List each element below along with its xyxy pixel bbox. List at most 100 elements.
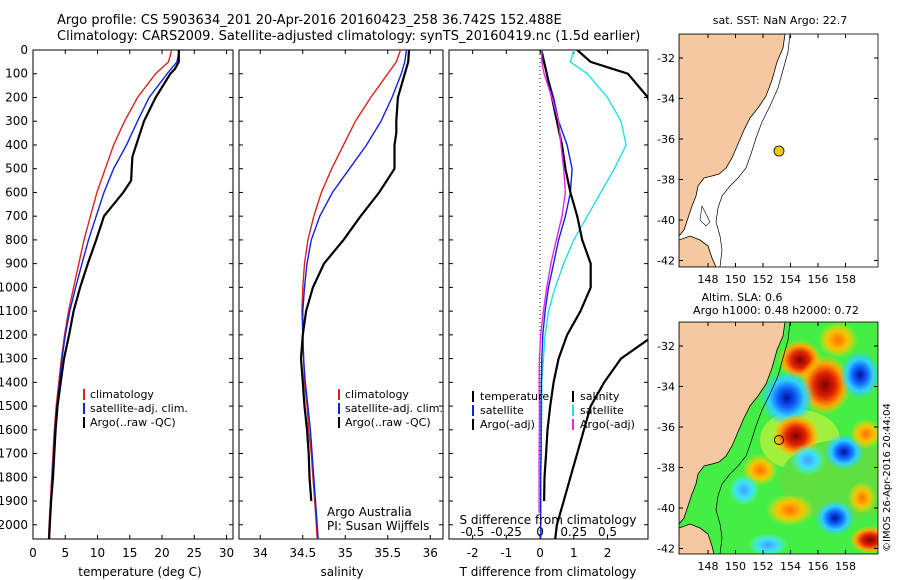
y-tick-label: 0 [20, 43, 28, 57]
y-tick-label: 1900 [0, 494, 28, 508]
s-difference-axis-label: S difference from climatology [460, 513, 637, 527]
x-tick-label: 0 [29, 546, 37, 560]
t-difference-axis-label: T difference from climatology [459, 565, 637, 579]
x-tick-label: -1 [500, 546, 512, 560]
y-tick-label: 1000 [0, 280, 28, 294]
sla-map [679, 322, 878, 554]
lat-tick-label: -36 [657, 421, 675, 434]
y-tick-label: 1700 [0, 447, 28, 461]
y-tick-label: 400 [5, 138, 28, 152]
x-tick-label: 36 [423, 546, 438, 560]
argo-float-marker-sla [774, 435, 784, 445]
lat-tick-label: -34 [657, 381, 675, 394]
plot-frame [448, 49, 649, 540]
x-tick-label: 35 [338, 546, 353, 560]
y-tick-label: 1300 [0, 352, 28, 366]
legend-label: satellite-adj. clim. [345, 402, 443, 415]
y-tick-label: 1800 [0, 470, 28, 484]
difference-panel: -2 -1 0 1 2-0.5 -0.25 0 0.25 0.5temperaturesatel… [448, 49, 649, 560]
sst-tasmania [679, 235, 717, 267]
sla-land [679, 322, 786, 525]
x-tick-label: 10 [90, 546, 105, 560]
x-tick-label: 20 [154, 546, 169, 560]
y-tick-label: 700 [5, 209, 28, 223]
x-tick-label: 25 [187, 546, 202, 560]
sla-map-heights: Argo h1000: 0.48 h2000: 0.72 [693, 304, 859, 317]
lon-tick-label: 152 [753, 560, 774, 573]
x-tick-label: 30 [219, 546, 234, 560]
x-tick-label: 2 [604, 546, 612, 560]
legend-label: temperature [480, 390, 549, 403]
lat-tick-label: -38 [657, 174, 675, 187]
lat-tick-label: -32 [657, 340, 675, 353]
salinity-panel: 34 34.5 35 35.5 36 climatologysatellite-adj. … [238, 49, 444, 560]
lat-tick-label: -40 [657, 214, 675, 227]
lon-tick-label: 154 [780, 560, 801, 573]
x-tick-label: 5 [61, 546, 69, 560]
legend-label: climatology [90, 388, 154, 401]
argo-float-marker [773, 145, 785, 157]
legend-label: Argo(..raw -QC) [90, 416, 176, 429]
x-tick-label: 34.5 [289, 546, 316, 560]
lon-tick-label: 158 [835, 273, 856, 286]
y-tick-label: 1500 [0, 399, 28, 413]
legend-label: climatology [345, 388, 409, 401]
sst-shelf-contour [715, 34, 791, 267]
x-tick-label: 1 [570, 546, 578, 560]
s-tick-label: -0.25 [491, 525, 522, 539]
sla-map-title: Altim. SLA: 0.6 [701, 291, 782, 304]
y-tick-label: 300 [5, 114, 28, 128]
legend-label: Argo(-adj) [480, 418, 535, 431]
legend-label: satellite [480, 404, 524, 417]
y-tick-label: 100 [5, 67, 28, 81]
lon-tick-label: 154 [780, 273, 801, 286]
y-tick-label: 1100 [0, 304, 28, 318]
sst-map-title: sat. SST: NaN Argo: 22.7 [713, 14, 847, 27]
temperature-axis-label: temperature (deg C) [78, 565, 201, 579]
temperature-panel: 0 5 10 15 20 25 300100200300400500600700800900… [0, 43, 234, 560]
lon-tick-label: 156 [808, 273, 829, 286]
lon-tick-label: 150 [725, 560, 746, 573]
y-tick-label: 900 [5, 257, 28, 271]
y-tick-label: 1400 [0, 375, 28, 389]
s-tick-label: -0.5 [461, 525, 484, 539]
sst-map-axes: -32 -34 -36 -38 -40 -42 148 150 152 154 156 158 [657, 34, 878, 286]
lat-tick-label: -38 [657, 462, 675, 475]
sla-map-axes: -32 -34 -36 -38 -40 -42 148 150 152 154 156 158 [657, 322, 878, 573]
lon-tick-label: 148 [698, 560, 719, 573]
imos-stamp: ©IMOS 26-Apr-2016 20:44:04 [882, 403, 893, 552]
argo-australia-label: Argo Australia [327, 505, 412, 519]
lon-tick-label: 156 [808, 560, 829, 573]
climatology-title: Climatology: CARS2009. Satellite-adjuste… [57, 29, 641, 44]
lat-tick-label: -32 [657, 52, 675, 65]
sst-map [679, 34, 878, 267]
legend-label: satellite [580, 404, 624, 417]
legend-label: Argo(..raw -QC) [345, 416, 431, 429]
legend-label: salinity [580, 390, 620, 403]
lat-tick-label: -42 [657, 255, 675, 268]
series-line-climatology [301, 50, 402, 539]
sla-shelf-contour [715, 322, 791, 554]
profile-title: Argo profile: CS 5903634_201 20-Apr-2016… [57, 13, 562, 28]
x-tick-label: 35.5 [374, 546, 401, 560]
x-tick-label: -2 [467, 546, 479, 560]
y-tick-label: 600 [5, 185, 28, 199]
lon-tick-label: 148 [698, 273, 719, 286]
series-line-temperature-argo-adj- [554, 50, 648, 539]
y-tick-label: 500 [5, 162, 28, 176]
y-tick-label: 2000 [0, 518, 28, 532]
lat-tick-label: -42 [657, 543, 675, 556]
lat-tick-label: -40 [657, 502, 675, 515]
s-tick-label: 0.25 [560, 525, 587, 539]
legend-label: satellite-adj. clim. [90, 402, 188, 415]
lon-tick-label: 158 [835, 560, 856, 573]
x-tick-label: 15 [122, 546, 137, 560]
sst-land [679, 34, 786, 237]
y-tick-label: 1200 [0, 328, 28, 342]
sla-tasmania [679, 523, 715, 554]
lon-tick-label: 152 [753, 273, 774, 286]
lat-tick-label: -36 [657, 133, 675, 146]
s-tick-label: 0.5 [598, 525, 617, 539]
